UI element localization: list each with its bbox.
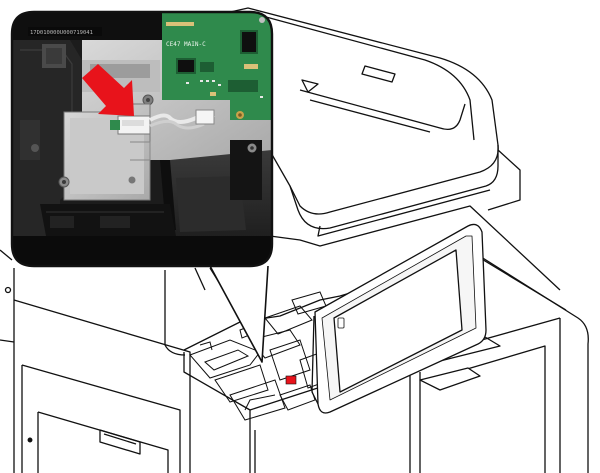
touch-screen <box>333 249 463 393</box>
indicator-arrow <box>82 64 134 116</box>
board-label: CE47 MAIN-C <box>166 41 206 48</box>
serial-label: 17D010000U000719041 <box>30 30 93 36</box>
control-panel <box>311 223 487 414</box>
panel-button <box>337 317 345 329</box>
callout-leader <box>209 265 269 363</box>
callout-detail: 17D010000U000719041 <box>10 10 274 268</box>
drawer-handle <box>99 429 141 455</box>
open-board-area <box>189 291 331 421</box>
cabinet-right <box>469 249 589 473</box>
